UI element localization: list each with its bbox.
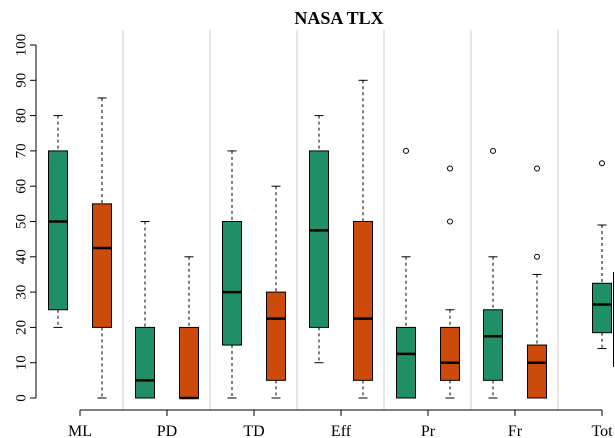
box-fr-orange-outlier-1 bbox=[534, 253, 540, 260]
box-fr-orange-iqr bbox=[527, 344, 547, 399]
box-pr-orange bbox=[440, 165, 460, 399]
box-fr-green bbox=[483, 147, 503, 399]
box-fr-orange bbox=[527, 165, 547, 399]
x-tick-label-pr: Pr bbox=[421, 423, 436, 438]
box-ml-orange-iqr bbox=[92, 203, 112, 328]
y-tick-label-10: 10 bbox=[13, 355, 29, 370]
y-tick-label-40: 40 bbox=[13, 249, 29, 264]
y-tick-label-50: 50 bbox=[13, 214, 29, 229]
box-fr-green-iqr bbox=[483, 309, 503, 381]
x-tick-label-td: TD bbox=[243, 423, 264, 438]
box-tot-green bbox=[592, 160, 612, 350]
x-tick-label-fr: Fr bbox=[508, 423, 523, 438]
box-ml-green-iqr bbox=[48, 150, 68, 311]
y-tick-label-0: 0 bbox=[13, 394, 29, 402]
box-td-green-iqr bbox=[222, 221, 242, 346]
box-pr-green-iqr bbox=[396, 326, 416, 399]
x-tick-label-pd: PD bbox=[157, 423, 177, 438]
box-eff-green-iqr bbox=[309, 150, 329, 328]
box-fr-orange-outlier-2 bbox=[534, 165, 540, 172]
box-tot-green-iqr bbox=[592, 282, 612, 334]
category-separators bbox=[122, 30, 559, 410]
x-tick-label-ml: ML bbox=[68, 423, 92, 438]
box-eff-orange bbox=[353, 79, 373, 399]
y-tick-label-70: 70 bbox=[13, 143, 29, 158]
box-pd-green bbox=[135, 221, 155, 399]
x-tick-label-tot: Tot bbox=[591, 423, 613, 438]
box-eff-orange-iqr bbox=[353, 221, 373, 381]
y-tick-label-90: 90 bbox=[13, 73, 29, 88]
box-series bbox=[48, 79, 612, 400]
box-eff-green bbox=[309, 115, 329, 364]
box-tot-green-outlier-1 bbox=[599, 160, 605, 167]
y-tick-label-80: 80 bbox=[13, 108, 29, 123]
box-td-orange-iqr bbox=[266, 291, 286, 381]
box-ml-orange bbox=[92, 97, 112, 399]
box-pd-green-iqr bbox=[135, 326, 155, 399]
box-td-orange bbox=[266, 185, 286, 399]
box-pr-orange-outlier-2 bbox=[447, 165, 453, 172]
box-pd-orange bbox=[179, 256, 199, 400]
y-tick-label-30: 30 bbox=[13, 285, 29, 300]
y-tick-label-100: 100 bbox=[13, 34, 29, 57]
box-ml-green bbox=[48, 115, 68, 328]
box-td-green bbox=[222, 150, 242, 399]
y-tick-label-60: 60 bbox=[13, 179, 29, 194]
box-pr-orange-iqr bbox=[440, 326, 460, 381]
box-pr-green-outlier-1 bbox=[403, 147, 409, 154]
x-axis: ML PD TD Eff Pr Fr Tot bbox=[68, 409, 613, 438]
y-tick-label-20: 20 bbox=[13, 320, 29, 335]
box-fr-green-outlier-1 bbox=[490, 147, 496, 154]
box-pr-orange-outlier-1 bbox=[447, 218, 453, 225]
chart-title: NASA TLX bbox=[294, 8, 383, 28]
box-pd-orange-iqr bbox=[179, 326, 199, 399]
x-tick-label-eff: Eff bbox=[331, 423, 352, 438]
y-axis: 0 10 20 30 40 50 60 70 80 90 100 bbox=[13, 34, 37, 402]
box-pr-green bbox=[396, 147, 416, 399]
